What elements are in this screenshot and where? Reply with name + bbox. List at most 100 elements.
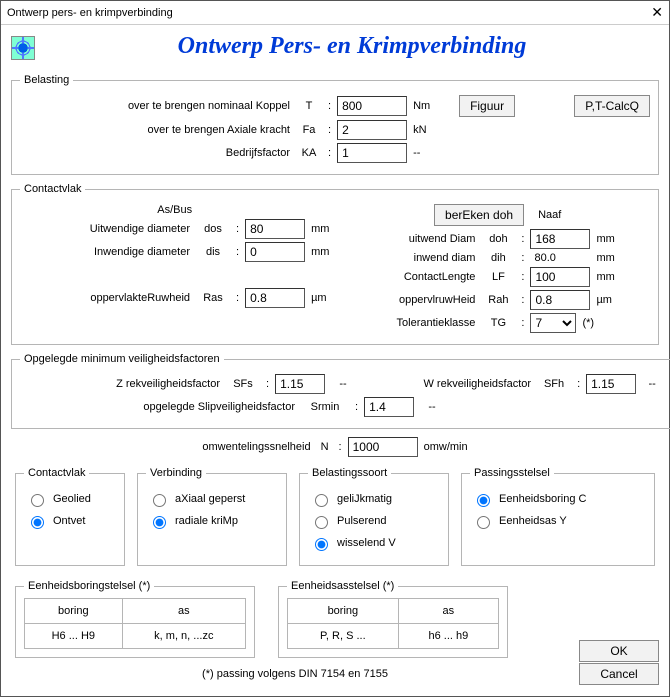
- unit-dis: mm: [311, 246, 329, 258]
- label-axiaal: over te brengen Axiale kracht: [20, 124, 290, 136]
- td-as-1: P, R, S ...: [288, 624, 399, 649]
- window-title: Ontwerp pers- en krimpverbinding: [7, 7, 173, 19]
- legend-verbinding: Verbinding: [146, 467, 206, 479]
- fieldset-asstelsel: Eenheidsasstelsel (*) boringas P, R, S .…: [278, 580, 508, 658]
- th-boring-1: boring: [25, 599, 123, 624]
- value-dih: 80.0: [530, 252, 590, 264]
- radio-eenheidsas[interactable]: Eenheidsas Y: [472, 513, 644, 529]
- unit-rah: µm: [596, 294, 612, 306]
- label-bedrijf: Bedrijfsfactor: [20, 147, 290, 159]
- cancel-button[interactable]: Cancel: [579, 663, 659, 685]
- input-sfs[interactable]: [275, 374, 325, 394]
- label-sfh: W rekveiligheidsfactor: [361, 378, 531, 390]
- titlebar: Ontwerp pers- en krimpverbinding ✕: [1, 1, 669, 25]
- input-speed[interactable]: [348, 437, 418, 457]
- radio-pulserend[interactable]: Pulserend: [310, 513, 438, 529]
- input-srmin[interactable]: [364, 397, 414, 417]
- th-as-2: as: [398, 599, 498, 624]
- fieldset-verbinding: Verbinding aXiaal geperst radiale kriMp: [137, 467, 287, 566]
- unit-speed: omw/min: [424, 441, 468, 453]
- legend-belsoort: Belastingssoort: [308, 467, 391, 479]
- sym-KA: KA: [296, 147, 322, 159]
- unit-srmin: --: [420, 401, 444, 413]
- select-tg[interactable]: 7: [530, 313, 576, 333]
- fieldset-cvlak2: Contactvlak Geolied Ontvet: [15, 467, 125, 566]
- sym-ras: Ras: [196, 292, 230, 304]
- table-boringstelsel: boringas H6 ... H9k, m, n, ...zc: [24, 598, 246, 649]
- app-logo: [11, 36, 35, 60]
- unit-kN: kN: [413, 124, 443, 136]
- td-boring-2: k, m, n, ...zc: [122, 624, 245, 649]
- unit-Nm: Nm: [413, 100, 443, 112]
- legend-cvlak2: Contactvlak: [24, 467, 89, 479]
- input-dos[interactable]: [245, 219, 305, 239]
- label-dih: inwend diam: [345, 252, 475, 264]
- radio-wisselend[interactable]: wisselend V: [310, 535, 438, 551]
- radio-eenheidsboring[interactable]: Eenheidsboring C: [472, 491, 644, 507]
- figuur-button[interactable]: Figuur: [459, 95, 515, 117]
- radio-radiale-krimp[interactable]: radiale kriMp: [148, 513, 276, 529]
- sym-doh: doh: [481, 233, 515, 245]
- sym-T: T: [296, 100, 322, 112]
- fieldset-boringstelsel: Eenheidsboringstelsel (*) boringas H6 ..…: [15, 580, 255, 658]
- th-boring-2: as: [122, 599, 245, 624]
- input-rah[interactable]: [530, 290, 590, 310]
- unit-lf: mm: [596, 271, 614, 283]
- legend-safety: Opgelegde minimum veiligheidsfactoren: [20, 353, 224, 365]
- radio-geolied[interactable]: Geolied: [26, 491, 114, 507]
- label-ras: oppervlakteRuwheid: [20, 292, 190, 304]
- fieldset-belasting: Belasting over te brengen nominaal Koppe…: [11, 74, 659, 175]
- unit-dih: mm: [596, 252, 614, 264]
- input-ras[interactable]: [245, 288, 305, 308]
- sym-lf: LF: [481, 271, 515, 283]
- label-doh: uitwend Diam: [345, 233, 475, 245]
- td-boring-1: H6 ... H9: [25, 624, 123, 649]
- unit-dos: mm: [311, 223, 329, 235]
- radio-gelijkmatig[interactable]: geliJkmatig: [310, 491, 438, 507]
- legend-belasting: Belasting: [20, 74, 73, 86]
- sym-Fa: Fa: [296, 124, 322, 136]
- sym-dih: dih: [481, 252, 515, 264]
- td-as-2: h6 ... h9: [398, 624, 498, 649]
- label-koppel: over te brengen nominaal Koppel: [20, 100, 290, 112]
- heading-asbus: As/Bus: [157, 204, 192, 216]
- ptcalcq-button[interactable]: P,T-CalcQ: [574, 95, 650, 117]
- label-rah: oppervlruwHeid: [345, 294, 475, 306]
- sym-dos: dos: [196, 223, 230, 235]
- radio-axiaal-geperst[interactable]: aXiaal geperst: [148, 491, 276, 507]
- label-lf: ContactLengte: [345, 271, 475, 283]
- input-bedrijf[interactable]: [337, 143, 407, 163]
- radio-ontvet[interactable]: Ontvet: [26, 513, 114, 529]
- footnote: (*) passing volgens DIN 7154 en 7155: [11, 662, 579, 686]
- heading-naaf: Naaf: [538, 209, 561, 221]
- fieldset-safety: Opgelegde minimum veiligheidsfactoren Z …: [11, 353, 670, 429]
- input-axiaal[interactable]: [337, 120, 407, 140]
- th-as-1: boring: [288, 599, 399, 624]
- legend-passing: Passingsstelsel: [470, 467, 554, 479]
- label-dis: Inwendige diameter: [20, 246, 190, 258]
- label-srmin: opgelegde Slipveiligheidsfactor: [20, 401, 295, 413]
- bereken-doh-button[interactable]: berEken doh: [434, 204, 524, 226]
- sym-sfh: SFh: [537, 378, 571, 390]
- table-asstelsel: boringas P, R, S ...h6 ... h9: [287, 598, 499, 649]
- input-sfh[interactable]: [586, 374, 636, 394]
- fieldset-passing: Passingsstelsel Eenheidsboring C Eenheid…: [461, 467, 655, 566]
- legend-contactvlak: Contactvlak: [20, 183, 85, 195]
- label-dos: Uitwendige diameter: [20, 223, 190, 235]
- unit-sfh: --: [642, 378, 662, 390]
- unit-ras: µm: [311, 292, 327, 304]
- input-lf[interactable]: [530, 267, 590, 287]
- input-dis[interactable]: [245, 242, 305, 262]
- legend-asstelsel: Eenheidsasstelsel (*): [287, 580, 398, 592]
- label-speed: omwentelingssnelheid: [202, 441, 310, 453]
- unit-doh: mm: [596, 233, 614, 245]
- ok-button[interactable]: OK: [579, 640, 659, 662]
- input-doh[interactable]: [530, 229, 590, 249]
- sym-N: N: [321, 441, 329, 453]
- input-koppel[interactable]: [337, 96, 407, 116]
- sym-rah: Rah: [481, 294, 515, 306]
- close-icon[interactable]: ✕: [651, 4, 663, 21]
- note-tg: (*): [582, 317, 594, 329]
- unit-sfs: --: [331, 378, 355, 390]
- legend-boringstelsel: Eenheidsboringstelsel (*): [24, 580, 154, 592]
